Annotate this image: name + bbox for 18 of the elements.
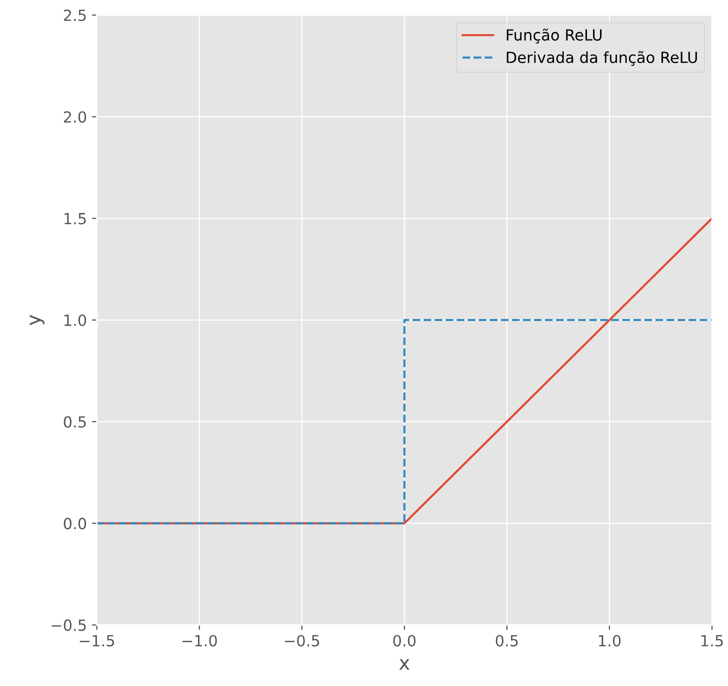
y-tick-label: 0.5 (64, 416, 86, 428)
x-tick-label: 1.0 (598, 634, 621, 646)
y-tick-label: 1.0 (64, 314, 86, 326)
x-tick-label: 0.0 (393, 634, 416, 646)
x-tick-label: 0.5 (496, 634, 518, 646)
y-tick-label: −0.5 (52, 619, 86, 631)
y-axis-title: y (30, 314, 44, 326)
x-tick-label: −1.0 (182, 634, 217, 646)
x-tick-label: −0.5 (284, 634, 320, 646)
y-tick-label: 1.5 (64, 213, 86, 224)
legend-label: Derivada da função ReLU (506, 51, 697, 66)
legend-label: Função ReLU (506, 28, 602, 44)
x-axis-title: x (399, 659, 410, 670)
x-tick-label: 1.5 (702, 635, 723, 646)
y-tick-label: 2.5 (64, 10, 86, 22)
y-tick-label: 0.0 (64, 518, 86, 530)
y-tick-label: 2.0 (64, 111, 86, 123)
x-tick-label: −1.5 (80, 635, 114, 646)
